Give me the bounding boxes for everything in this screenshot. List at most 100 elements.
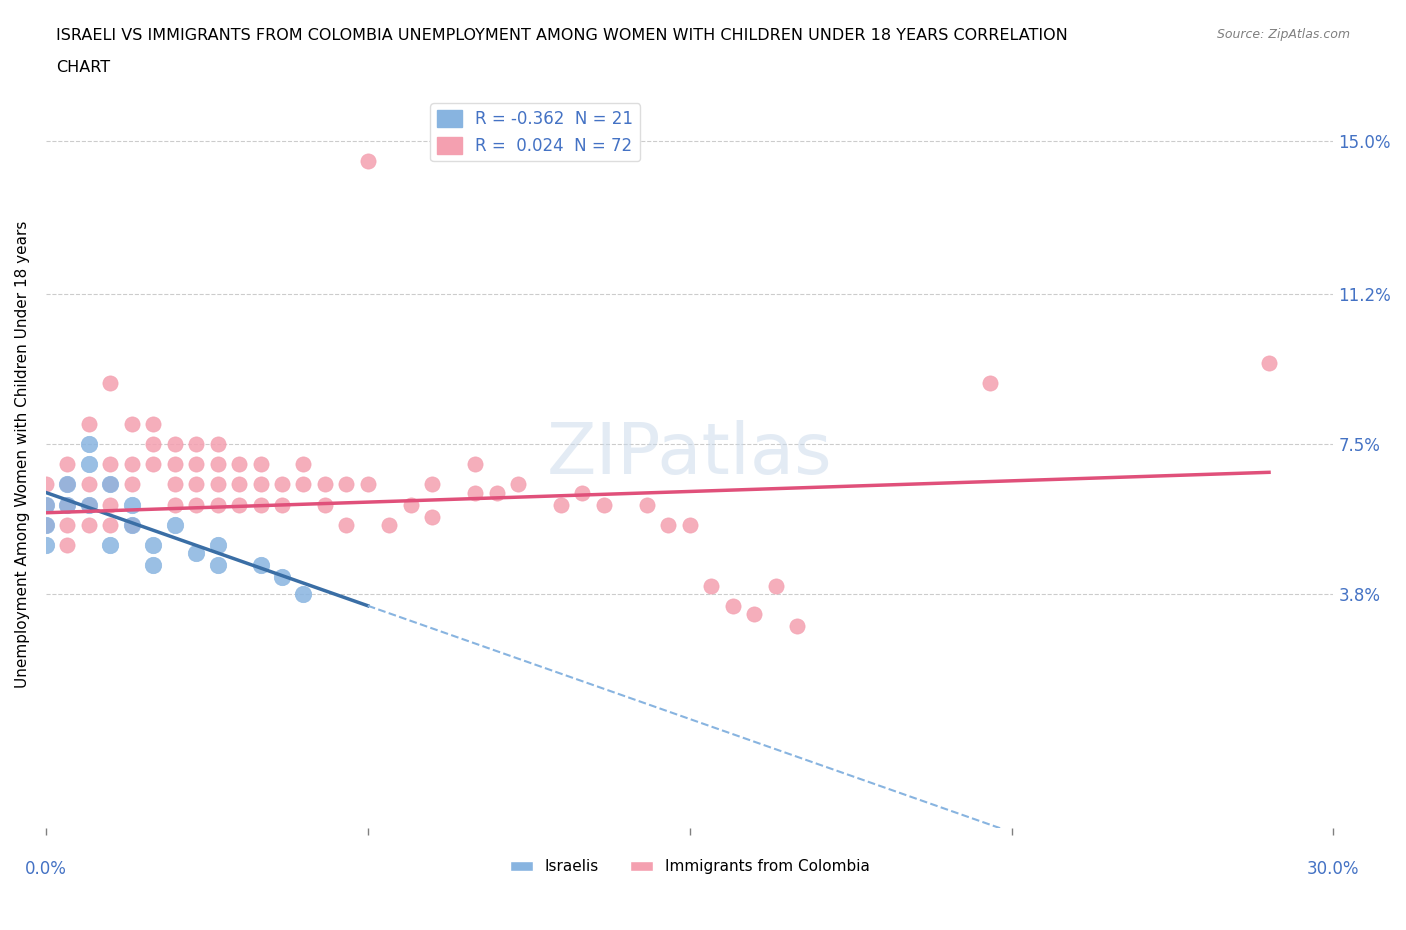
Point [98, 477, 121, 492]
Point [35, 477, 58, 492]
Point [186, 477, 208, 492]
Point [186, 546, 208, 561]
Point [121, 517, 143, 532]
Point [56, 477, 79, 492]
Point [98, 376, 121, 391]
Point [464, 457, 486, 472]
Point [228, 477, 250, 492]
Legend: Israelis, Immigrants from Colombia: Israelis, Immigrants from Colombia [503, 853, 876, 881]
Point [249, 498, 271, 512]
Point [335, 477, 357, 492]
Point [56, 498, 79, 512]
Point [249, 558, 271, 573]
Point [485, 485, 508, 500]
Point [292, 457, 315, 472]
Point [571, 485, 593, 500]
Point [207, 477, 229, 492]
Point [98, 498, 121, 512]
Point [228, 457, 250, 472]
Point [35, 498, 58, 512]
Point [98, 538, 121, 552]
Point [163, 457, 186, 472]
Point [77, 417, 100, 432]
Point [121, 457, 143, 472]
Point [56, 498, 79, 512]
Point [679, 517, 702, 532]
Point [77, 498, 100, 512]
Point [399, 498, 422, 512]
Point [207, 498, 229, 512]
Point [77, 517, 100, 532]
Text: ISRAELI VS IMMIGRANTS FROM COLOMBIA UNEMPLOYMENT AMONG WOMEN WITH CHILDREN UNDER: ISRAELI VS IMMIGRANTS FROM COLOMBIA UNEM… [56, 28, 1069, 43]
Point [142, 538, 165, 552]
Point [77, 457, 100, 472]
Point [420, 477, 443, 492]
Point [207, 558, 229, 573]
Point [335, 517, 357, 532]
Point [786, 618, 808, 633]
Point [742, 606, 765, 621]
Point [35, 538, 58, 552]
Point [35, 517, 58, 532]
Point [163, 477, 186, 492]
Point [163, 436, 186, 451]
Point [207, 436, 229, 451]
Point [228, 498, 250, 512]
Text: Source: ZipAtlas.com: Source: ZipAtlas.com [1216, 28, 1350, 41]
Point [357, 477, 380, 492]
Point [163, 498, 186, 512]
Point [1258, 355, 1281, 370]
Point [271, 477, 294, 492]
Point [207, 457, 229, 472]
Point [77, 477, 100, 492]
Point [550, 498, 572, 512]
Point [357, 153, 380, 168]
Point [56, 517, 79, 532]
Point [271, 570, 294, 585]
Point [292, 586, 315, 601]
Point [979, 376, 1001, 391]
Point [186, 498, 208, 512]
Point [420, 510, 443, 525]
Point [700, 578, 723, 593]
Point [721, 598, 744, 613]
Point [98, 517, 121, 532]
Point [121, 498, 143, 512]
Point [249, 457, 271, 472]
Point [657, 517, 679, 532]
Point [98, 457, 121, 472]
Point [142, 558, 165, 573]
Y-axis label: Unemployment Among Women with Children Under 18 years: Unemployment Among Women with Children U… [15, 220, 30, 688]
Point [56, 477, 79, 492]
Point [378, 517, 401, 532]
Text: ZIPatlas: ZIPatlas [547, 419, 832, 488]
Point [121, 517, 143, 532]
Point [765, 578, 787, 593]
Point [56, 457, 79, 472]
Point [142, 417, 165, 432]
Point [121, 477, 143, 492]
Point [314, 498, 336, 512]
Point [292, 477, 315, 492]
Point [98, 477, 121, 492]
Point [142, 457, 165, 472]
Text: 0.0%: 0.0% [25, 860, 67, 879]
Point [142, 436, 165, 451]
Point [186, 436, 208, 451]
Point [506, 477, 529, 492]
Text: CHART: CHART [56, 60, 110, 75]
Point [121, 417, 143, 432]
Point [249, 477, 271, 492]
Point [464, 485, 486, 500]
Point [77, 498, 100, 512]
Point [207, 538, 229, 552]
Point [56, 538, 79, 552]
Point [186, 457, 208, 472]
Point [314, 477, 336, 492]
Point [77, 436, 100, 451]
Text: 30.0%: 30.0% [1308, 860, 1360, 879]
Point [636, 498, 658, 512]
Point [35, 498, 58, 512]
Point [271, 498, 294, 512]
Point [163, 517, 186, 532]
